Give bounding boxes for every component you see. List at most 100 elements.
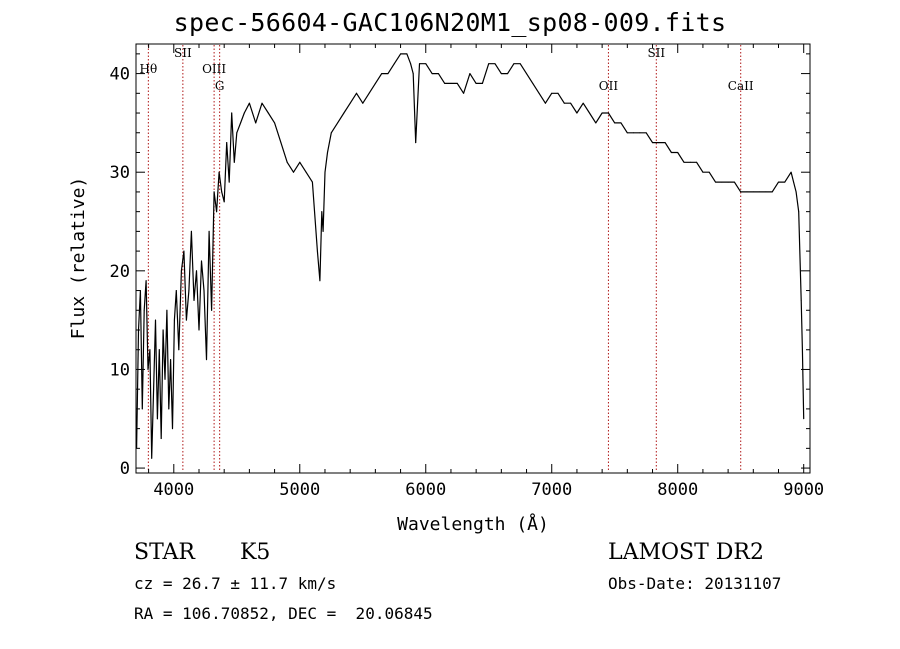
data-point <box>790 171 792 173</box>
data-point <box>158 349 160 351</box>
data-point <box>162 329 164 331</box>
spectral-line-label: G <box>215 79 225 93</box>
data-point <box>431 73 433 75</box>
data-point <box>463 92 465 94</box>
data-point <box>178 349 180 351</box>
data-point <box>652 142 653 144</box>
data-point <box>190 230 192 232</box>
data-point <box>149 349 151 351</box>
redshift-cz: cz = 26.7 ± 11.7 km/s <box>134 574 337 593</box>
data-point <box>614 122 616 124</box>
data-point <box>193 299 195 301</box>
data-point <box>800 299 802 301</box>
data-point <box>733 181 735 183</box>
data-point <box>198 329 200 331</box>
data-point <box>658 142 660 144</box>
data-point <box>601 112 603 114</box>
data-point <box>168 408 170 410</box>
data-point <box>526 73 527 75</box>
object-subclass: K5 <box>240 540 271 565</box>
data-point <box>444 82 446 84</box>
x-tick-label: 7000 <box>531 480 572 500</box>
data-point <box>740 191 742 193</box>
data-point <box>607 112 609 114</box>
data-point <box>164 378 166 380</box>
spectral-line-label: OII <box>599 79 619 93</box>
data-point <box>172 428 173 430</box>
data-point <box>639 132 641 134</box>
x-tick-label: 8000 <box>657 480 698 500</box>
data-point <box>233 161 235 163</box>
spectral-line-label: CaII <box>728 79 754 93</box>
spectral-line-label: SII <box>174 46 192 60</box>
data-point <box>410 63 412 65</box>
data-point <box>327 152 328 153</box>
data-point <box>213 191 215 193</box>
data-point <box>415 142 417 144</box>
spectral-line-label: SII <box>647 46 665 60</box>
data-point <box>356 92 357 94</box>
data-point <box>337 122 339 124</box>
data-point <box>437 73 439 75</box>
data-point <box>153 388 155 390</box>
data-point <box>374 82 376 84</box>
x-tick-label: 9000 <box>783 480 824 500</box>
data-point <box>494 63 496 65</box>
y-tick-label: 30 <box>110 163 130 183</box>
ra-dec: RA = 106.70852, DEC = 20.06845 <box>134 604 433 623</box>
data-point <box>406 53 408 55</box>
data-point <box>274 122 276 124</box>
data-point <box>620 122 622 124</box>
data-point <box>166 309 168 311</box>
data-point <box>151 457 153 459</box>
data-point <box>226 142 228 144</box>
y-axis-label: Flux (relative) <box>68 177 89 340</box>
data-point <box>721 181 723 183</box>
observation-date: Obs-Date: 20131107 <box>608 574 782 593</box>
data-point <box>715 181 716 183</box>
data-point <box>203 290 205 292</box>
data-point <box>218 171 220 173</box>
data-point <box>469 73 471 75</box>
data-point <box>286 161 288 163</box>
data-point <box>582 102 584 104</box>
data-point <box>280 142 282 144</box>
data-point <box>206 359 207 361</box>
data-point <box>778 181 779 183</box>
data-point <box>481 82 483 84</box>
data-point <box>595 122 597 124</box>
chart-title: spec-56604-GAC106N20M1_sp08-009.fits <box>173 8 727 37</box>
data-point <box>400 53 402 55</box>
data-point <box>305 171 307 173</box>
data-point <box>319 280 321 282</box>
data-point <box>532 82 534 84</box>
data-point <box>708 171 710 173</box>
data-point <box>771 191 773 193</box>
data-point <box>633 132 635 134</box>
data-point <box>381 73 383 75</box>
data-point <box>551 92 553 94</box>
data-point <box>223 201 225 203</box>
y-tick-label: 40 <box>110 65 130 85</box>
data-point <box>173 319 175 321</box>
data-point <box>576 112 578 114</box>
data-point <box>147 368 149 370</box>
data-point <box>299 161 301 163</box>
data-point <box>141 408 143 410</box>
x-tick-label: 4000 <box>153 480 194 500</box>
data-point <box>696 161 698 163</box>
spectral-line-label: Hθ <box>139 62 157 76</box>
spectrum-line <box>136 53 805 459</box>
spectrum-trace-group <box>136 53 805 459</box>
data-point <box>475 82 477 84</box>
x-tick-label: 6000 <box>405 480 446 500</box>
data-point <box>208 230 210 232</box>
data-point <box>456 82 458 84</box>
plot-frame <box>135 43 811 474</box>
data-point <box>544 102 546 104</box>
data-point <box>343 112 345 114</box>
data-point <box>183 250 185 252</box>
object-class: STAR <box>134 540 195 565</box>
data-point <box>170 359 172 361</box>
data-point <box>801 349 803 351</box>
